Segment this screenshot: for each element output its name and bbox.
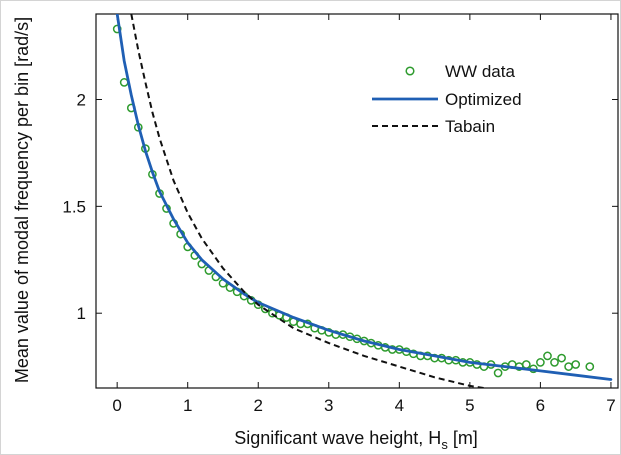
data-point-ww-data [571, 360, 581, 369]
data-point-ww-data [493, 368, 503, 378]
y-axis-label: Mean value of modal frequency per bin [r… [12, 17, 32, 383]
y-tick-label: 1 [77, 304, 86, 323]
x-tick-label: 0 [112, 396, 121, 415]
legend: WW data Optimized Tabain [372, 62, 522, 136]
x-tick-label: 5 [465, 396, 474, 415]
x-tick-label: 3 [324, 396, 333, 415]
y-tick-label: 1.5 [62, 197, 86, 216]
series-line-optimized [115, 14, 613, 381]
legend-label-tabain: Tabain [445, 117, 495, 136]
y-tick-label: 2 [77, 90, 86, 109]
data-point-ww-data [550, 358, 559, 367]
x-axis-label: Significant wave height, Hs [m] [234, 428, 478, 452]
x-tick-label: 2 [254, 396, 263, 415]
legend-label-ww-data: WW data [445, 62, 515, 81]
x-tick-label: 4 [395, 396, 404, 415]
x-axis-label-unit: [m] [448, 428, 478, 448]
x-tick-label: 7 [606, 396, 615, 415]
plot-series [112, 14, 613, 388]
legend-marker-ww-data [405, 66, 415, 76]
data-point-ww-data [543, 351, 552, 361]
x-tick-label: 1 [183, 396, 192, 415]
y-axis-ticks: 11.52 [62, 90, 618, 323]
data-point-ww-data [557, 353, 566, 363]
x-tick-label: 6 [536, 396, 545, 415]
data-point-ww-data [536, 358, 545, 367]
x-axis-label-subscript: s [441, 437, 448, 452]
data-point-ww-data [585, 362, 595, 371]
plot-area [95, 13, 619, 389]
legend-label-optimized: Optimized [445, 90, 522, 109]
series-line-tabain [130, 14, 485, 388]
x-axis-ticks: 0 1 2 3 4 5 6 7 [112, 14, 616, 415]
